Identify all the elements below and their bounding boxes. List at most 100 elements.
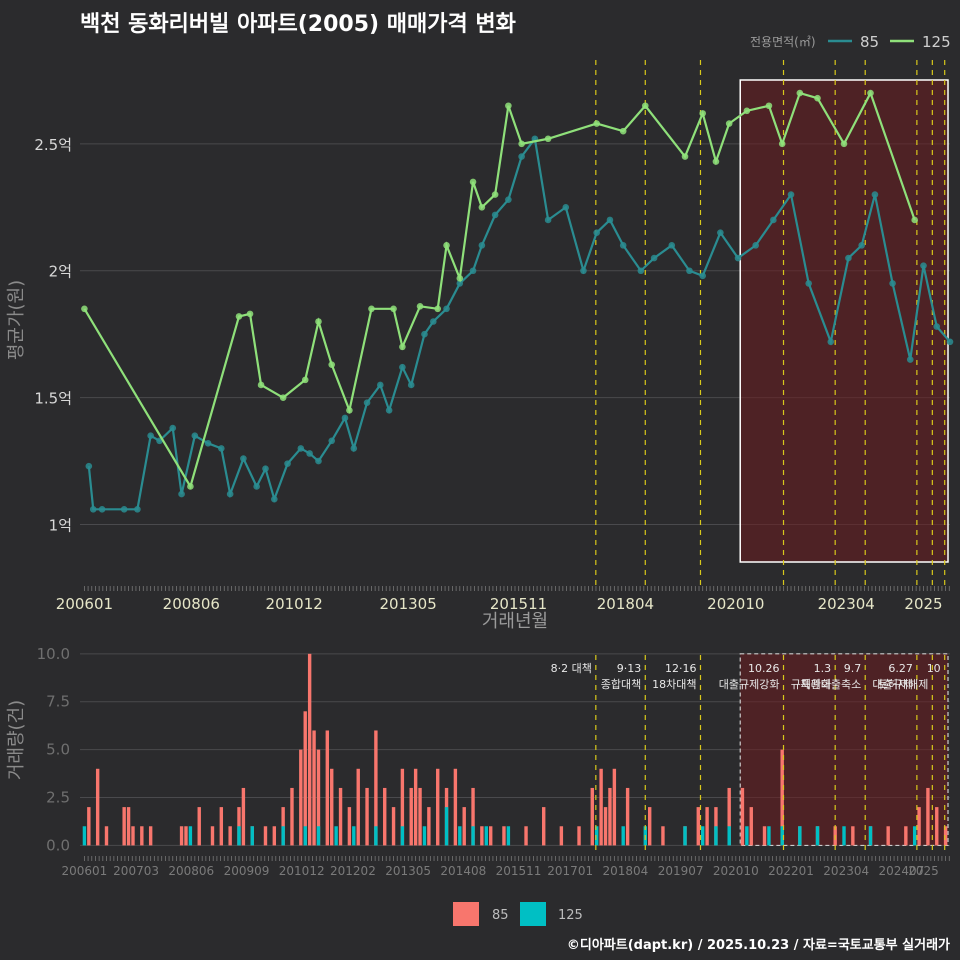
x-tick-label: 2025 bbox=[904, 595, 942, 613]
data-point-85 bbox=[169, 424, 177, 432]
data-point-125 bbox=[491, 191, 499, 198]
bar-125 bbox=[595, 826, 599, 846]
bar-125 bbox=[352, 826, 356, 846]
bar-85 bbox=[418, 787, 422, 846]
legend-title: 전용면적(㎡) bbox=[750, 35, 816, 49]
bar-85 bbox=[762, 826, 767, 846]
bar-legend-swatch-85 bbox=[453, 902, 479, 926]
bar-legend-label-85: 85 bbox=[492, 908, 509, 923]
data-point-85 bbox=[478, 242, 486, 249]
policy-annotation: 9.7 bbox=[844, 662, 862, 675]
data-point-125 bbox=[368, 305, 375, 313]
bar-x-tick-label: 200806 bbox=[168, 864, 214, 878]
bar-y-tick-label: 2.5 bbox=[46, 789, 70, 807]
data-point-85 bbox=[443, 305, 450, 313]
data-point-125 bbox=[699, 110, 706, 117]
data-point-85 bbox=[699, 272, 706, 280]
policy-annotation: 6.27 bbox=[888, 662, 913, 675]
bar-125 bbox=[714, 826, 718, 846]
data-point-85 bbox=[580, 267, 587, 275]
policy-annotation: 1.3 bbox=[814, 662, 832, 675]
bar-85 bbox=[131, 826, 135, 846]
bar-125 bbox=[237, 826, 241, 846]
bar-125 bbox=[727, 826, 731, 846]
data-point-125 bbox=[681, 153, 689, 160]
bar-85 bbox=[926, 787, 930, 846]
policy-annotation: 18차대책 bbox=[652, 678, 696, 691]
data-point-85 bbox=[805, 280, 812, 287]
bar-85 bbox=[559, 826, 564, 846]
data-point-85 bbox=[363, 399, 371, 407]
bar-125 bbox=[484, 826, 488, 846]
bar-legend-swatch-125 bbox=[520, 902, 546, 926]
bar-125 bbox=[621, 826, 625, 846]
bar-125 bbox=[912, 826, 917, 846]
data-point-85 bbox=[89, 506, 97, 513]
data-point-85 bbox=[562, 203, 570, 211]
data-point-125 bbox=[246, 310, 254, 318]
bar-125 bbox=[316, 826, 321, 846]
bar-85 bbox=[603, 807, 608, 846]
data-point-125 bbox=[765, 102, 773, 110]
bar-125 bbox=[780, 826, 784, 846]
bar-125 bbox=[842, 826, 846, 846]
data-point-125 bbox=[518, 140, 525, 148]
bar-85 bbox=[608, 787, 612, 846]
data-point-125 bbox=[743, 107, 751, 115]
data-point-125 bbox=[456, 275, 464, 282]
x-tick-label: 201511 bbox=[490, 595, 547, 613]
data-point-125 bbox=[911, 216, 918, 224]
data-point-125 bbox=[478, 203, 486, 211]
data-point-85 bbox=[315, 457, 322, 465]
bar-85 bbox=[661, 826, 665, 846]
data-point-85 bbox=[297, 445, 305, 452]
bar-85 bbox=[705, 807, 709, 846]
bar-125 bbox=[767, 826, 771, 846]
bar-y-tick-label: 0.0 bbox=[46, 836, 70, 854]
policy-annotation: 12·16 bbox=[665, 662, 697, 675]
bar-85 bbox=[590, 787, 594, 846]
bar-x-tick-label: 202010 bbox=[713, 864, 759, 878]
data-point-85 bbox=[491, 211, 499, 219]
data-point-85 bbox=[827, 338, 835, 346]
bar-85 bbox=[696, 807, 700, 846]
policy-annotation: 종합대책 bbox=[601, 678, 641, 691]
bar-85 bbox=[197, 807, 201, 846]
bar-85 bbox=[599, 768, 603, 846]
policy-annotation: 10.26 bbox=[748, 662, 780, 675]
bar-x-tick-label: 201305 bbox=[385, 864, 431, 878]
bar-85 bbox=[524, 826, 528, 846]
bar-x-tick-label: 202201 bbox=[768, 864, 814, 878]
bar-legend-label-125: 125 bbox=[558, 908, 583, 923]
policy-annotation: 9·13 bbox=[617, 662, 642, 675]
bar-85 bbox=[228, 826, 232, 846]
bar-x-tick-label: 201511 bbox=[496, 864, 542, 878]
bar-85 bbox=[148, 826, 153, 846]
bar-125 bbox=[444, 807, 449, 846]
x-tick-label: 202010 bbox=[707, 595, 764, 613]
bar-85 bbox=[330, 768, 334, 846]
data-point-85 bbox=[377, 381, 384, 389]
bar-y-axis-title: 거래량(건) bbox=[6, 700, 27, 780]
bar-x-tick-label: 202407 bbox=[879, 864, 925, 878]
bar-85 bbox=[409, 787, 413, 846]
data-point-85 bbox=[619, 242, 627, 249]
policy-annotation: 토허제해제 bbox=[878, 677, 929, 691]
bar-x-tick-label: 201408 bbox=[440, 864, 486, 878]
bar-125 bbox=[815, 826, 820, 846]
data-point-85 bbox=[946, 338, 954, 346]
bar-x-tick-label: 200601 bbox=[62, 864, 108, 878]
bar-125 bbox=[700, 826, 705, 846]
data-point-85 bbox=[284, 460, 291, 467]
data-point-125 bbox=[328, 361, 336, 368]
data-point-85 bbox=[717, 229, 724, 236]
bar-125 bbox=[374, 826, 378, 846]
bar-85 bbox=[391, 807, 396, 846]
data-point-125 bbox=[315, 318, 322, 325]
bar-85 bbox=[383, 787, 387, 846]
bar-85 bbox=[365, 787, 369, 846]
bar-125 bbox=[798, 826, 802, 846]
data-point-85 bbox=[469, 267, 477, 275]
bar-85 bbox=[122, 807, 126, 846]
